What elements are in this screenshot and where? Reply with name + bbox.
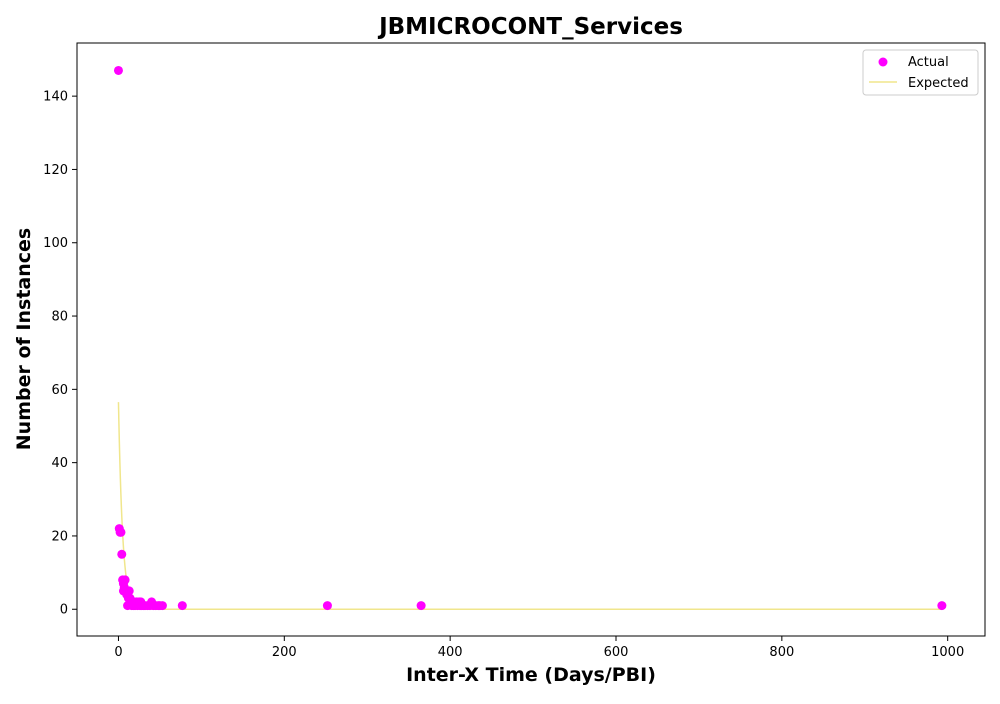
legend-box xyxy=(862,49,979,96)
plot-area: 0 200 400 600 800 1000 0 20 40 60 80 100 120 140 xyxy=(43,42,986,660)
y-axis-label: Number of Instances xyxy=(13,228,35,450)
plot-content xyxy=(113,65,947,611)
x-tick-label-800: 800 xyxy=(769,645,794,660)
legend-label-actual: Actual xyxy=(908,55,949,70)
x-tick-label-1000: 1000 xyxy=(931,645,964,660)
y-tick-label-60: 60 xyxy=(51,383,68,398)
legend: Actual Expected xyxy=(862,49,979,96)
x-tick-label-0: 0 xyxy=(114,645,122,660)
expected-line xyxy=(117,402,942,610)
y-tick-label-120: 120 xyxy=(43,163,68,178)
data-point-40 xyxy=(416,601,426,611)
y-tick-label-100: 100 xyxy=(43,236,68,251)
data-point-37 xyxy=(157,601,167,611)
legend-marker-actual xyxy=(878,57,888,67)
y-tick-label-40: 40 xyxy=(51,456,68,471)
y-tick-label-0: 0 xyxy=(60,603,68,618)
x-tick-label-200: 200 xyxy=(272,645,297,660)
x-tick-label-600: 600 xyxy=(604,645,629,660)
y-tick-label-20: 20 xyxy=(51,529,68,544)
legend-label-expected: Expected xyxy=(908,76,969,91)
data-point-39 xyxy=(322,601,332,611)
data-point-0 xyxy=(113,65,123,75)
data-point-4 xyxy=(117,549,127,559)
data-point-38 xyxy=(177,601,187,611)
plot-frame xyxy=(76,42,986,637)
chart-title: JBMICROCONT_Services xyxy=(377,14,683,40)
data-point-8 xyxy=(120,575,130,585)
data-point-41 xyxy=(937,601,947,611)
data-point-3 xyxy=(116,527,126,537)
y-tick-label-80: 80 xyxy=(51,310,68,325)
y-tick-label-140: 140 xyxy=(43,90,68,105)
x-tick-label-400: 400 xyxy=(438,645,463,660)
x-axis-label: Inter-X Time (Days/PBI) xyxy=(406,664,656,686)
data-point-14 xyxy=(124,586,134,596)
